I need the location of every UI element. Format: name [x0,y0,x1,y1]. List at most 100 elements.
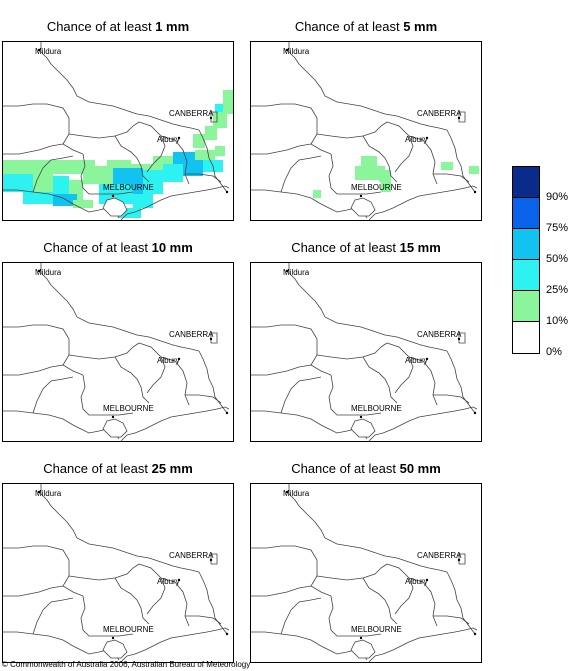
town-marker [359,194,363,198]
district-boundary [386,342,414,394]
district-boundary [328,374,382,416]
state-boundary [40,263,200,352]
place-label-canberra: CANBERRA [417,330,462,339]
rain-probability-cell [3,160,95,174]
legend-label-75: 75% [546,222,569,234]
port-phillip-bay [350,639,376,659]
district-boundary [33,324,84,376]
map-canvas: Mildura CANBERRA Albury MELBOURNE [3,42,233,220]
district-boundary [138,563,166,615]
district-boundary [33,103,84,155]
town-marker [425,136,429,140]
port-phillip-bay [350,197,376,217]
place-label-canberra: CANBERRA [169,109,214,118]
place-label-canberra: CANBERRA [417,109,462,118]
legend-label-25: 25% [546,284,569,296]
district-boundary [251,143,312,155]
town-marker [359,636,363,640]
town-marker [359,415,363,419]
rain-probability-cell [441,162,453,170]
district-boundary [280,597,322,635]
place-label-melbourne: MELBOURNE [103,183,154,192]
legend-swatch-10 [512,290,540,322]
rain-probability-cell [215,146,225,156]
town-marker [457,337,461,341]
place-label-melbourne: MELBOURNE [351,183,402,192]
town-marker [37,269,41,273]
place-label-canberra: CANBERRA [169,551,214,560]
panel-title: Chance of at least 25 mm [43,461,193,476]
district-boundary [433,173,470,183]
district-boundary [433,615,470,625]
town-marker [457,116,461,120]
town-marker [285,490,289,494]
rain-probability-cell [95,166,107,174]
legend-swatch-25 [512,259,540,291]
map-canvas: Mildura CANBERRA Albury MELBOURNE [3,484,230,662]
place-label-mildura: Mildura [35,489,62,498]
district-boundary [362,356,398,404]
panel-title: Chance of at least 15 mm [291,240,441,255]
town-marker [473,411,477,415]
legend-swatch-90 [512,166,540,198]
state-boundary [40,484,200,573]
town-marker [111,415,115,419]
town-marker [209,558,213,562]
port-phillip-bay [350,418,376,438]
district-boundary [408,135,438,185]
district-boundary [408,577,438,627]
district-boundary [251,585,312,597]
district-boundary [251,364,312,376]
state-boundary [251,324,282,328]
rain-probability-cell [379,170,391,182]
legend-swatch-75 [512,197,540,229]
rain-probability-cell [469,166,479,174]
map-canvas: Mildura CANBERRA Albury MELBOURNE [3,263,230,441]
legend-swatch-50 [512,228,540,260]
district-boundary [316,121,388,139]
district-boundary [328,595,382,637]
rain-probability-cell [381,182,391,192]
district-boundary [114,135,150,183]
panel-title: Chance of at least 10 mm [43,240,193,255]
district-boundary [281,103,332,155]
rain-probability-cell [223,90,233,114]
legend-label-10: 10% [546,315,569,327]
copyright-notice: © Commonwealth of Australia 2006, Austra… [2,660,251,669]
rain-probability-cell [313,190,321,198]
district-boundary [408,356,438,406]
map-canvas: Mildura CANBERRA Albury MELBOURNE [251,263,478,441]
state-boundary [198,350,228,414]
district-boundary [138,342,166,394]
rain-probability-cell [183,160,203,176]
state-boundary [288,484,448,573]
place-label-albury: Albury [157,577,180,586]
place-label-melbourne: MELBOURNE [351,404,402,413]
town-marker [177,357,181,361]
legend-label-50: 50% [546,253,569,265]
town-marker [473,190,477,194]
rain-probability-cell [53,176,69,196]
district-boundary [68,121,140,139]
place-label-melbourne: MELBOURNE [103,404,154,413]
district-boundary [316,563,388,581]
rainfall-map: Mildura CANBERRA Albury MELBOURNE [250,262,482,442]
town-marker [425,357,429,361]
district-boundary [3,143,64,155]
district-boundary [386,563,414,615]
state-boundary [288,263,448,352]
rain-probability-cell [193,134,205,148]
rain-probability-cell [133,194,153,208]
state-boundary [251,103,282,107]
district-boundary [32,155,74,193]
district-boundary [32,376,74,414]
town-marker [177,136,181,140]
rain-probability-cell [213,112,227,128]
district-boundary [80,374,134,416]
legend-swatch-0 [512,321,540,354]
district-boundary [160,356,190,406]
town-marker [111,636,115,640]
district-boundary [281,545,332,597]
town-marker [225,632,229,636]
place-label-mildura: Mildura [35,47,62,56]
